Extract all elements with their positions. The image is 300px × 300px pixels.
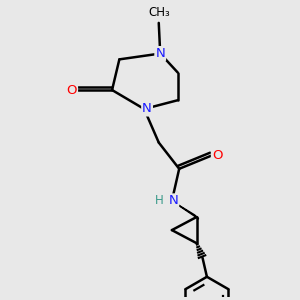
Text: CH₃: CH₃: [148, 5, 170, 19]
Text: N: N: [169, 194, 178, 207]
Polygon shape: [172, 201, 199, 219]
Text: H: H: [155, 194, 164, 207]
Text: O: O: [212, 149, 222, 162]
Text: O: O: [67, 83, 77, 97]
Text: N: N: [155, 47, 165, 60]
Text: N: N: [142, 103, 152, 116]
